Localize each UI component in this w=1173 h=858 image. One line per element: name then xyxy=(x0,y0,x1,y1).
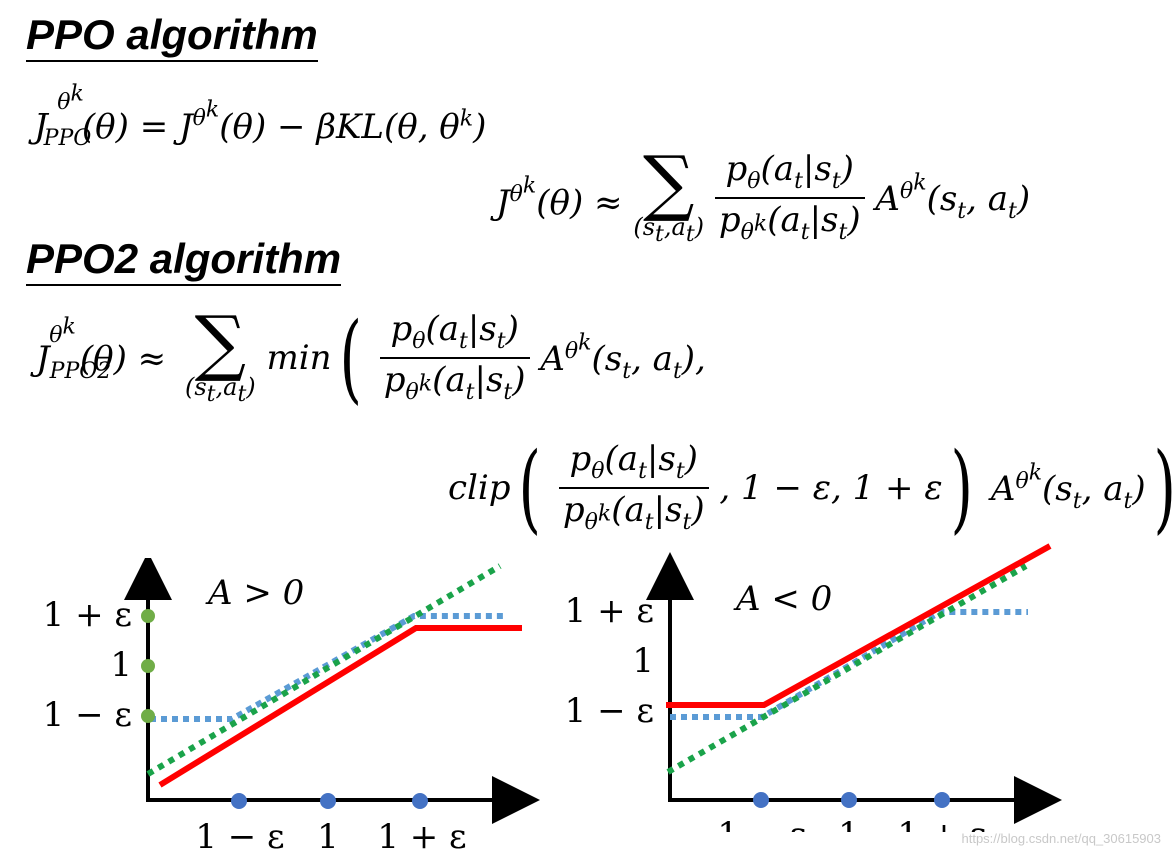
x-tick-label: 1 − ε xyxy=(195,817,284,857)
y-tick-label: 1 xyxy=(110,645,132,685)
y-marker-mid xyxy=(141,659,155,673)
identity-line xyxy=(146,563,502,777)
ppo2-objective-line2: clip( pθ(at|st) pθk(at|st) , 1 − ε, 1 + ε… xyxy=(448,432,1173,544)
surrogate-equation: Jθk(θ) ≈ ∑ (st,at) pθ(at|st) pθk(at|st) Aθ… xyxy=(496,140,1031,247)
x-tick-label: 1 + ε xyxy=(897,815,986,832)
x-tick-label: 1 − ε xyxy=(717,815,806,832)
y-tick-label: 1 − ε xyxy=(43,695,132,735)
x-marker-upper xyxy=(412,793,428,809)
watermark: https://blog.csdn.net/qq_30615903 xyxy=(961,831,1162,846)
ppo2-objective-line1: JPPO2θk(θ) ≈ ∑ (st,at) min( pθ(at|st) pθk(… xyxy=(36,300,706,414)
x-marker-upper xyxy=(934,792,950,808)
plot-label: A < 0 xyxy=(733,579,832,619)
x-tick-label: 1 xyxy=(838,815,860,832)
y-tick-label: 1 + ε xyxy=(565,591,654,631)
ppo-objective-equation: JPPOθk(θ) = Jθk(θ) − βKL(θ, θk) xyxy=(34,82,487,152)
x-marker-mid xyxy=(841,792,857,808)
x-marker-lower xyxy=(753,792,769,808)
plot-a-positive: A > 0 1 + ε 1 1 − ε 1 − ε 1 1 + ε xyxy=(43,558,540,857)
ppo-heading: PPO algorithm xyxy=(26,14,318,62)
y-marker-upper xyxy=(141,609,155,623)
plot-label: A > 0 xyxy=(205,573,304,613)
y-marker-lower xyxy=(141,709,155,723)
clipped-ratio-line xyxy=(670,609,1028,720)
y-tick-label: 1 xyxy=(632,641,654,681)
objective-line xyxy=(158,625,522,788)
y-tick-label: 1 + ε xyxy=(43,595,132,635)
ppo2-heading: PPO2 algorithm xyxy=(26,238,342,286)
identity-line xyxy=(666,563,1028,775)
plot-a-negative: A < 0 1 + ε 1 1 − ε 1 − ε 1 1 + ε xyxy=(565,543,1062,832)
x-tick-label: 1 + ε xyxy=(377,817,466,857)
objective-line xyxy=(666,543,1052,708)
x-marker-mid xyxy=(320,793,336,809)
x-marker-lower xyxy=(231,793,247,809)
x-tick-label: 1 xyxy=(317,817,339,857)
y-tick-label: 1 − ε xyxy=(565,691,654,731)
